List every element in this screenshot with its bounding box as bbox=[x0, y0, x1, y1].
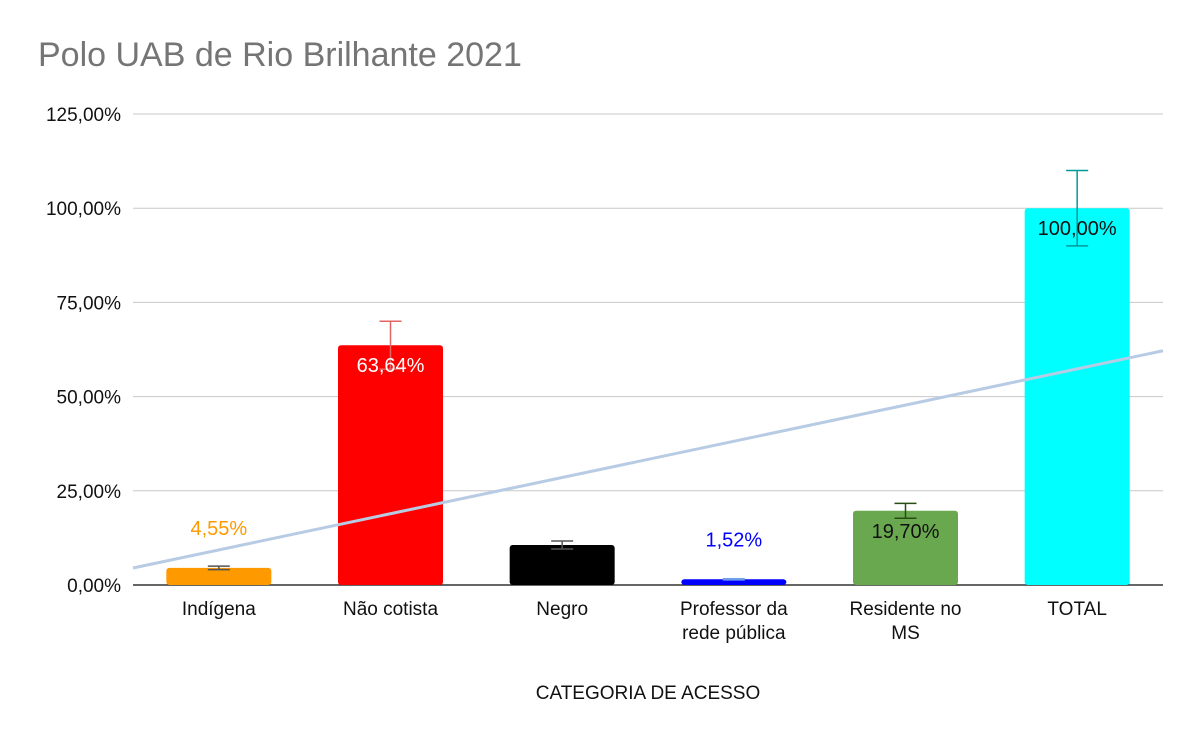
category-label: MS bbox=[891, 623, 920, 644]
data-label: 19,70% bbox=[872, 521, 940, 543]
bar bbox=[1024, 208, 1130, 585]
y-tick-label: 100,00% bbox=[46, 199, 121, 220]
category-label: TOTAL bbox=[1047, 599, 1106, 620]
category-label: Negro bbox=[536, 599, 588, 620]
y-tick-label: 50,00% bbox=[57, 388, 122, 409]
category-label: Indígena bbox=[182, 599, 256, 620]
data-label: 1,52% bbox=[705, 529, 762, 551]
bar bbox=[681, 579, 787, 585]
y-tick-label: 25,00% bbox=[57, 482, 122, 503]
y-tick-label: 0,00% bbox=[67, 576, 121, 597]
data-label: 4,55% bbox=[190, 518, 247, 540]
trendline bbox=[132, 349, 1164, 570]
category-label: Não cotista bbox=[343, 599, 438, 620]
bar bbox=[166, 567, 272, 585]
category-label: Professor da bbox=[680, 599, 788, 620]
data-label: 10,61% bbox=[528, 495, 596, 517]
bar bbox=[509, 545, 615, 585]
y-tick-label: 75,00% bbox=[57, 293, 122, 314]
category-label: rede pública bbox=[682, 623, 786, 644]
data-label: 63,64% bbox=[357, 355, 425, 377]
x-axis-label: CATEGORIA DE ACESSO bbox=[536, 683, 761, 704]
chart-title: Polo UAB de Rio Brilhante 2021 bbox=[38, 36, 522, 74]
y-tick-label: 125,00% bbox=[46, 105, 121, 126]
bar bbox=[853, 510, 958, 585]
bar bbox=[338, 345, 443, 585]
category-label: Residente no bbox=[850, 599, 962, 620]
data-label: 100,00% bbox=[1038, 218, 1117, 240]
